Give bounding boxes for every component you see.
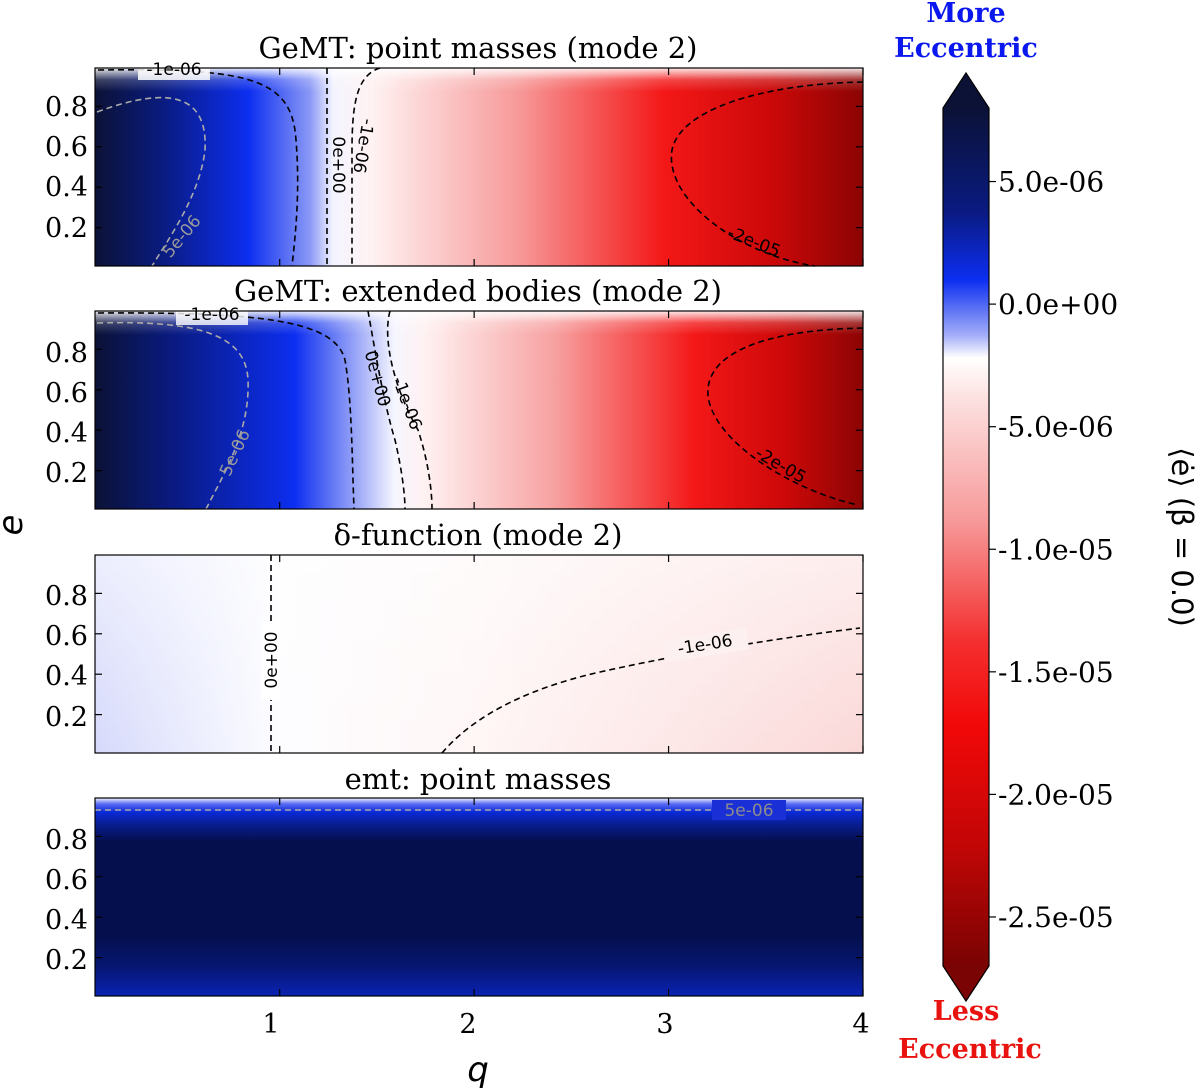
contour-label-2-a: -1e-06 — [184, 305, 239, 325]
colorbar-top-text-2: Eccentric — [894, 33, 1038, 64]
colorbar-tick-label: -1.0e-05 — [998, 533, 1114, 566]
xtick-label: 3 — [656, 1009, 673, 1040]
axes-frame-4 — [94, 797, 864, 997]
ytick-label: 0.2 — [45, 458, 88, 489]
ytick-label: 0.6 — [45, 378, 88, 409]
yticks-1: 0.8 0.6 0.4 0.2 — [45, 92, 88, 244]
contour-label-4-a: 5e-06 — [724, 801, 773, 821]
contour-5e-06-1 — [96, 96, 206, 267]
colorbar-tick-label: -5.0e-06 — [998, 411, 1114, 444]
ytick-label: 0.6 — [45, 865, 88, 896]
colorbar-extend-bottom — [943, 966, 989, 1001]
heatmap-3-fade — [95, 555, 863, 753]
ytick-label: 0.6 — [45, 621, 88, 652]
y-axis-label: e — [0, 515, 31, 536]
contour-label-bg — [138, 60, 210, 80]
colorbar-top-text-1: More — [926, 0, 1005, 29]
tick-marks — [95, 68, 864, 996]
axes-frame-3 — [94, 554, 864, 754]
ytick-label: 0.8 — [45, 92, 88, 123]
xtick-label: 2 — [459, 1009, 476, 1040]
heatmap-4 — [95, 798, 863, 996]
colorbar-extend-top — [943, 73, 989, 108]
colorbar-outline — [942, 71, 990, 1003]
contour-5e-06-2 — [96, 321, 249, 510]
ytick-label: 0.4 — [45, 661, 88, 692]
heatmap-2-top-fade — [95, 311, 863, 509]
contour-minus1e-06-3 — [441, 627, 861, 754]
axes-frame-1 — [94, 67, 864, 267]
ytick-label: 0.8 — [45, 338, 88, 369]
panel-emt-point-masses: emt: point masses 5e-06 0.8 0.6 0.4 0.2 … — [45, 762, 870, 1040]
contour-label-1-b: 0e+00 — [328, 136, 348, 193]
yticks-4: 0.8 0.6 0.4 0.2 — [45, 825, 88, 976]
axes-frame-2 — [94, 310, 864, 510]
contour-minus2e-05-1 — [670, 81, 864, 267]
colorbar-ticks: 5.0e-06 0.0e+00 -5.0e-06 -1.0e-05 -1.5e-05 -2… — [989, 166, 1118, 934]
panel-point-masses: GeMT: point masses (mode 2) -1e-06 0e+00… — [45, 31, 864, 267]
contour-label-1-a: -1e-06 — [146, 60, 201, 80]
ytick-label: 0.4 — [45, 905, 88, 936]
contour-label-bg — [712, 800, 786, 820]
ytick-label: 0.6 — [45, 132, 88, 163]
panel-extended-bodies: GeMT: extended bodies (mode 2) -1e-06 0e… — [45, 274, 864, 510]
xtick-label: 1 — [262, 1009, 279, 1040]
colorbar-tick-label: 0.0e+00 — [998, 288, 1118, 321]
colorbar: More Eccentric 5.0e-06 0.0e+00 -5.0e-06 -1.… — [894, 0, 1199, 1065]
colorbar-tick-label: -2.0e-05 — [998, 778, 1114, 811]
panel-delta-function: δ-function (mode 2) 0e+00 -1e-06 0.8 0.6… — [45, 518, 864, 754]
ytick-label: 0.2 — [45, 702, 88, 733]
contour-minus1e-06-1b — [351, 67, 381, 266]
panel-1-title: GeMT: point masses (mode 2) — [259, 31, 698, 65]
colorbar-label: ⟨ė⟩ (β = 0.0) — [1165, 447, 1199, 627]
contour-label-bg — [262, 622, 280, 700]
colorbar-bottom-text-2: Eccentric — [898, 1034, 1042, 1065]
colorbar-bottom-text-1: Less — [933, 996, 1000, 1027]
colorbar-tick-label: 5.0e-06 — [998, 166, 1104, 199]
x-axis-label: q — [467, 1050, 489, 1088]
xticks-4: 1 2 3 4 — [262, 1009, 869, 1040]
panel-4-title: emt: point masses — [345, 762, 612, 796]
contour-zero-2 — [367, 310, 406, 510]
xtick-label: 4 — [852, 1009, 869, 1040]
contour-minus2e-05-2 — [707, 327, 864, 506]
ytick-label: 0.8 — [45, 825, 88, 856]
contour-label-bg — [662, 627, 750, 663]
colorbar-tick-label: -1.5e-05 — [998, 656, 1114, 689]
ytick-label: 0.4 — [45, 172, 88, 203]
ytick-label: 0.2 — [45, 945, 88, 976]
panel-3-title: δ-function (mode 2) — [334, 518, 623, 552]
colorbar-body — [943, 108, 989, 966]
yticks-3: 0.8 0.6 0.4 0.2 — [45, 581, 88, 733]
contour-label-3-a: 0e+00 — [262, 631, 282, 688]
contour-minus1e-06-2b — [386, 310, 433, 510]
yticks-2: 0.8 0.6 0.4 0.2 — [45, 338, 88, 489]
colorbar-tick-label: -2.5e-05 — [998, 901, 1114, 934]
ytick-label: 0.4 — [45, 418, 88, 449]
panel-2-title: GeMT: extended bodies (mode 2) — [234, 274, 722, 308]
heatmap-1-top-fade — [95, 68, 863, 266]
contour-label-bg — [176, 305, 248, 325]
ytick-label: 0.2 — [45, 213, 88, 244]
ytick-label: 0.8 — [45, 581, 88, 612]
